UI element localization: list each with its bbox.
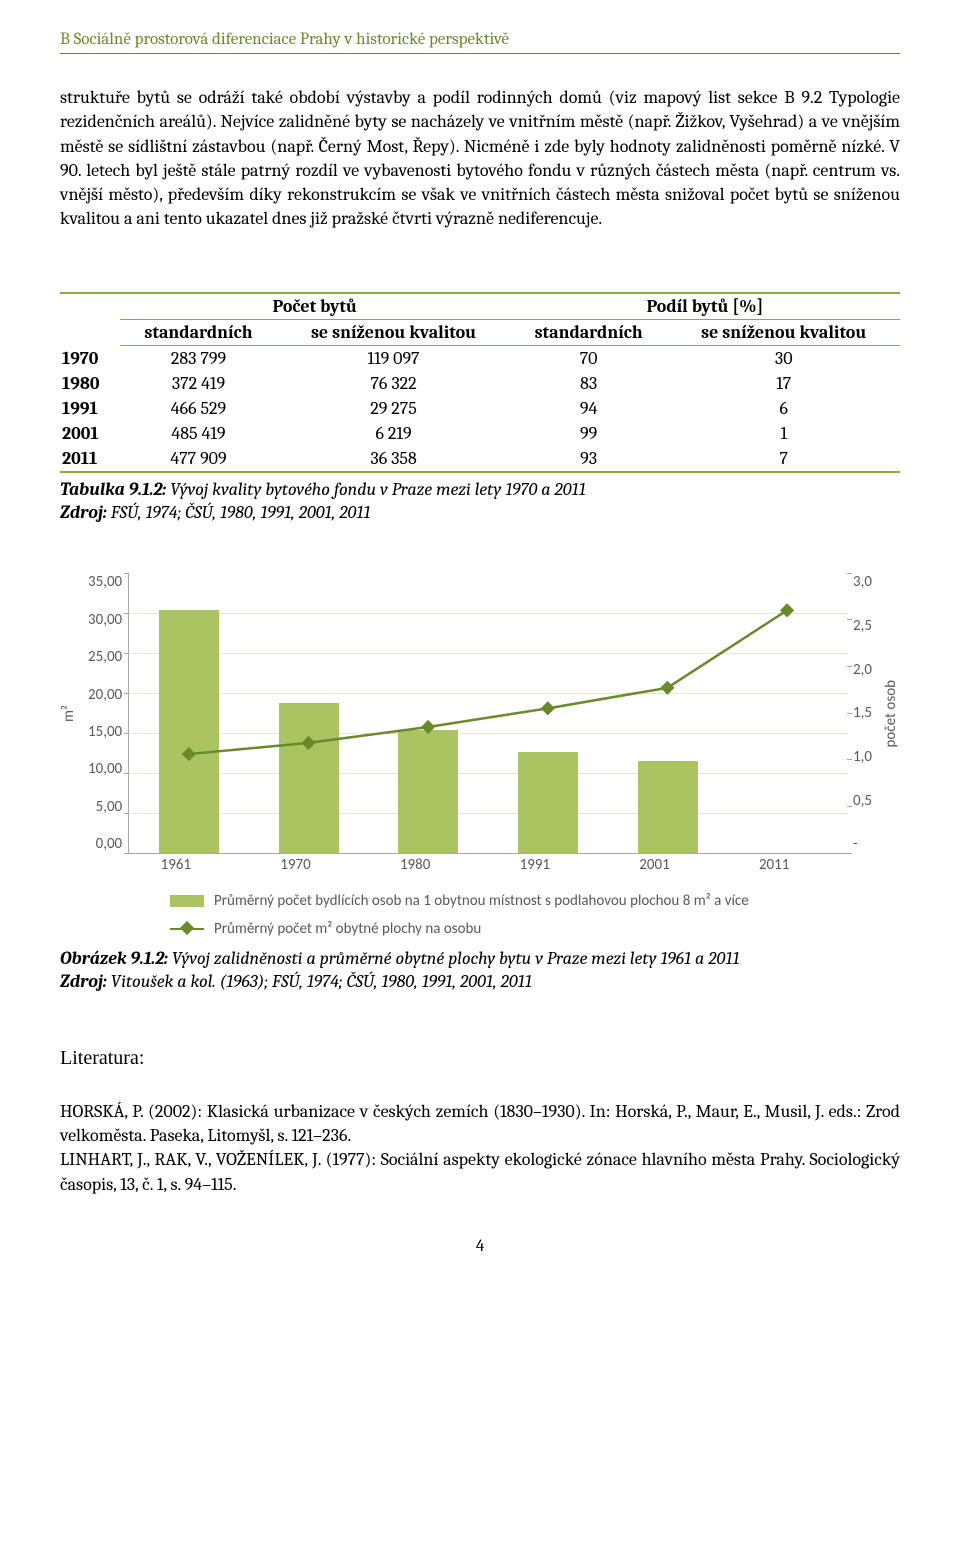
page-header: B Sociálně prostorová diferenciace Prahy…: [60, 30, 900, 54]
x-category-label: 2011: [759, 856, 789, 874]
legend-line-swatch: [170, 922, 204, 936]
x-axis-categories: 1961 1970 1980 1991 2001 2011: [116, 854, 840, 876]
table-caption: Tabulka 9.1.2: Vývoj kvality bytového fo…: [60, 479, 900, 500]
table-group-share: Podíl bytů [%]: [510, 293, 900, 320]
x-category-label: 1961: [161, 856, 191, 874]
x-category-label: 1991: [520, 856, 550, 874]
col-lower-1: se sníženou kvalitou: [277, 319, 510, 345]
chart-container: m² 35,00 30,00 25,00 20,00 15,00 10,00 5…: [60, 573, 900, 938]
page-number: 4: [60, 1237, 900, 1256]
literature-heading: Literatura:: [60, 1047, 900, 1070]
housing-table: Počet bytů Podíl bytů [%] standardních s…: [60, 292, 900, 473]
figure-source: Zdroj: Vitoušek a kol. (1963); FSÚ, 1974…: [60, 971, 900, 992]
table-row: 1970283 799119 0977030: [60, 345, 900, 371]
reference-2: LINHART, J., RAK, V., VOŽENÍLEK, J. (197…: [60, 1148, 900, 1197]
table-row: 2001485 4196 219991: [60, 421, 900, 446]
x-category-label: 2001: [639, 856, 669, 874]
x-category-label: 1970: [280, 856, 310, 874]
col-lower-2: se sníženou kvalitou: [667, 319, 900, 345]
legend-bar-swatch: [170, 895, 204, 907]
reference-1: HORSKÁ, P. (2002): Klasická urbanizace v…: [60, 1100, 900, 1149]
table-row: 2011477 90936 358937: [60, 446, 900, 472]
chart-line: [129, 573, 847, 853]
col-standard-1: standardních: [120, 319, 278, 345]
y-right-axis-label: počet osob: [882, 680, 900, 748]
y-left-axis-label: m²: [60, 705, 78, 722]
x-category-label: 1980: [400, 856, 430, 874]
chart-legend: Průměrný počet bydlících osob na 1 obytn…: [170, 892, 900, 938]
legend-line-label: Průměrný počet m² obytné plochy na osobu: [214, 920, 481, 938]
table-row: 1991466 52929 275946: [60, 396, 900, 421]
chart-plot-area: [128, 573, 847, 854]
table-group-count: Počet bytů: [120, 293, 510, 320]
table-source: Zdroj: FSÚ, 1974; ČSÚ, 1980, 1991, 2001,…: [60, 502, 900, 523]
body-paragraph: struktuře bytů se odráží také období výs…: [60, 86, 900, 232]
figure-caption: Obrázek 9.1.2: Vývoj zalidněnosti a prům…: [60, 948, 900, 969]
legend-bar-label: Průměrný počet bydlících osob na 1 obytn…: [214, 892, 749, 910]
col-standard-2: standardních: [510, 319, 668, 345]
table-row: 1980372 41976 3228317: [60, 371, 900, 396]
y-left-ticks: 35,00 30,00 25,00 20,00 15,00 10,00 5,00…: [82, 573, 128, 853]
